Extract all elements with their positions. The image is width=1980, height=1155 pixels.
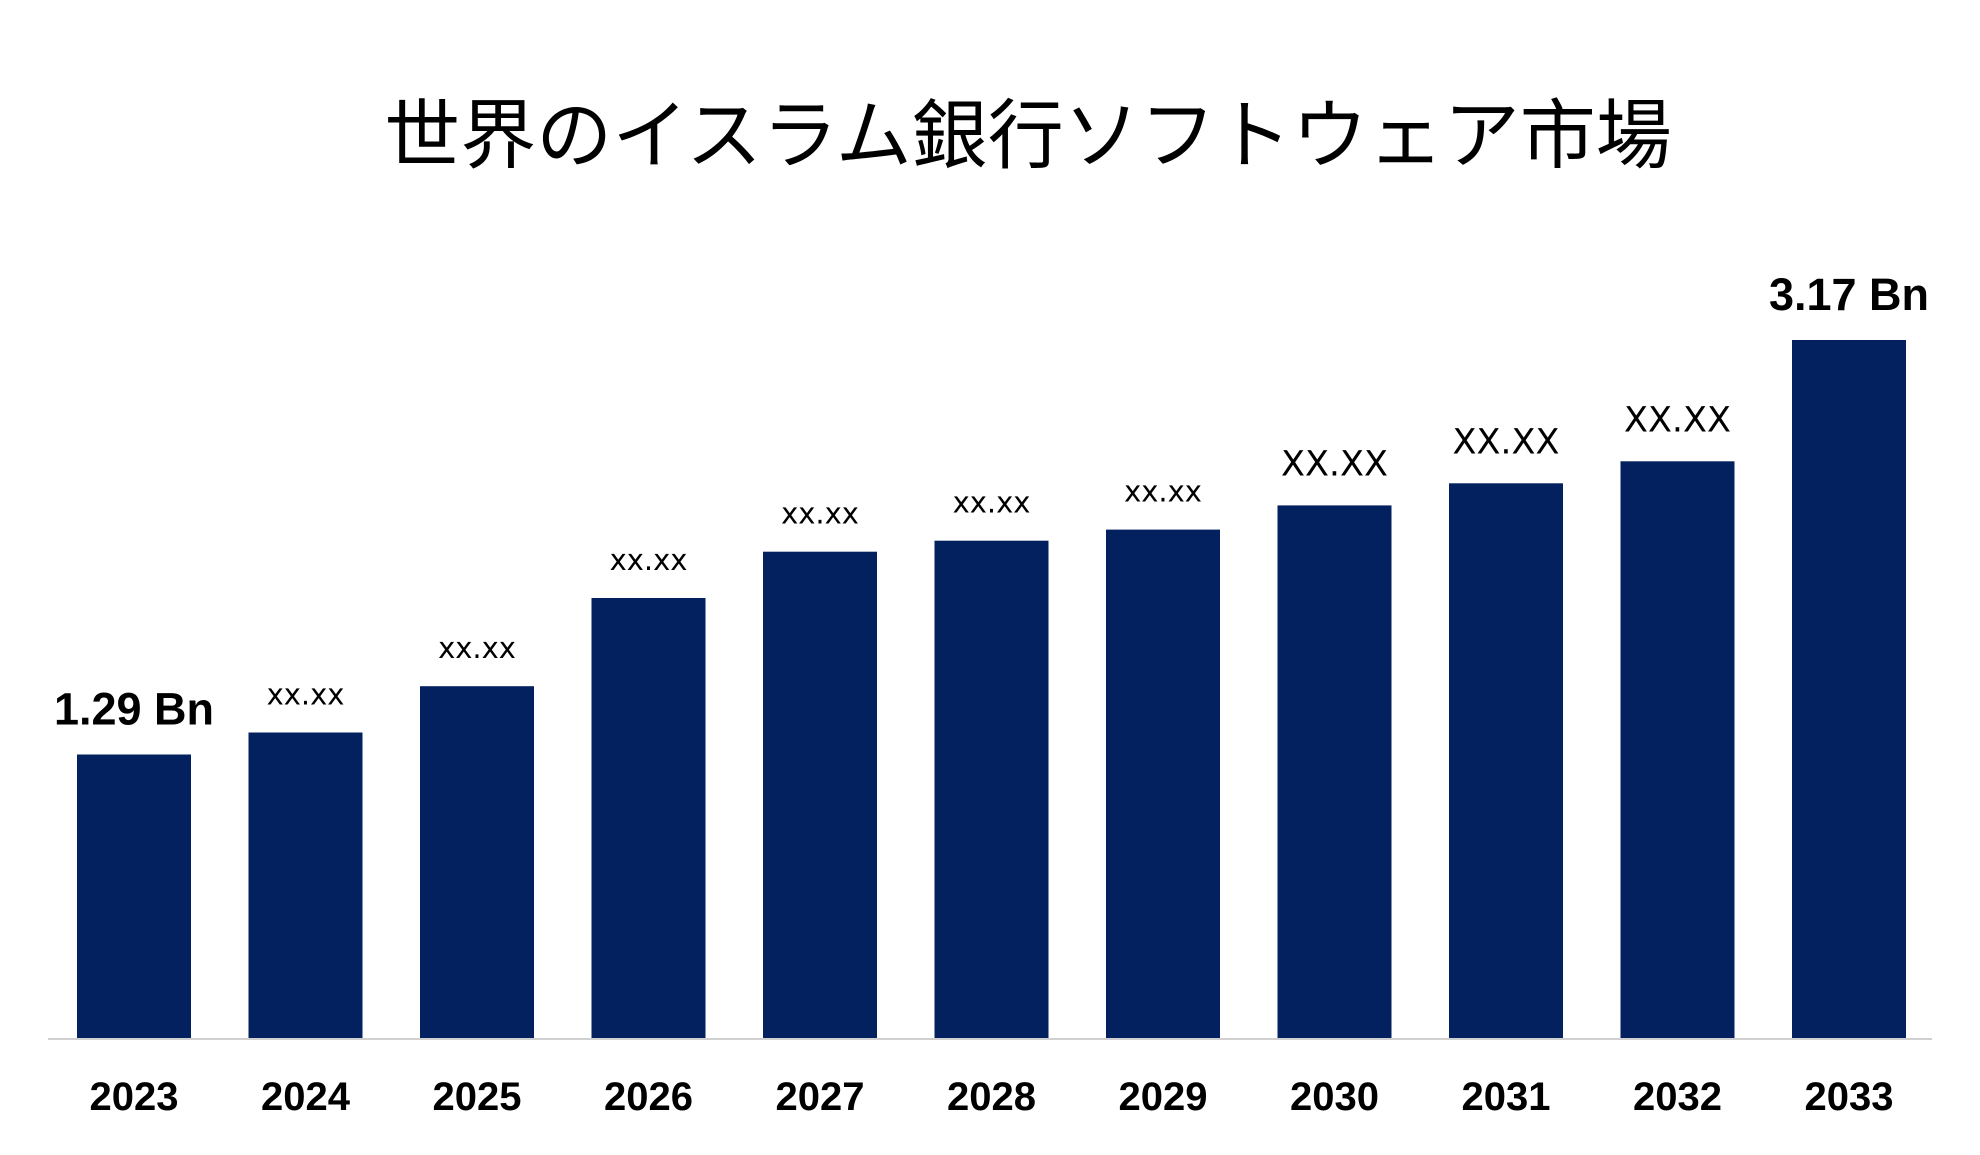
bar-2024 (248, 732, 363, 1039)
year-label-2027: 2027 (776, 1075, 865, 1119)
bar-2029 (1106, 529, 1220, 1039)
year-label-2031: 2031 (1462, 1075, 1551, 1119)
value-label-2028: xx.xx (953, 486, 1031, 520)
value-label-2033: 3.17 Bn (1769, 269, 1929, 320)
year-label-2025: 2025 (433, 1075, 522, 1119)
value-label-2031: XX.XX (1452, 422, 1559, 462)
bar-2026 (591, 598, 706, 1039)
value-label-2025: xx.xx (438, 631, 516, 665)
year-label-2028: 2028 (947, 1075, 1036, 1119)
year-label-2029: 2029 (1119, 1075, 1208, 1119)
year-label-2032: 2032 (1633, 1075, 1722, 1119)
bar-2033 (1792, 340, 1906, 1039)
bar-2031 (1449, 483, 1563, 1039)
bar-2027 (763, 551, 877, 1039)
year-label-2024: 2024 (261, 1075, 351, 1119)
bar-2023 (77, 754, 191, 1039)
bar-2032 (1620, 461, 1735, 1039)
value-label-2027: xx.xx (781, 497, 859, 531)
value-label-2024: xx.xx (267, 678, 345, 712)
value-labels-group: 1.29 Bn xx.xx xx.xx xx.xx xx.xx xx.xx xx.xx XX.… (54, 269, 1929, 735)
value-label-2026: xx.xx (610, 543, 688, 577)
value-label-2023: 1.29 Bn (54, 684, 214, 735)
value-label-2032: XX.XX (1624, 400, 1731, 440)
year-labels-group: 2023 2024 2025 2026 2027 2028 2029 2030 2031 2032… (90, 1075, 1894, 1119)
value-label-2029: xx.xx (1124, 475, 1202, 509)
value-label-2030: XX.XX (1281, 444, 1388, 484)
bar-2030 (1277, 505, 1392, 1039)
bar-2025 (420, 686, 534, 1039)
year-label-2026: 2026 (604, 1075, 693, 1119)
bar-2028 (934, 540, 1049, 1039)
chart-title: 世界のイスラム銀行ソフトウェア市場 (384, 91, 1671, 180)
year-label-2033: 2033 (1805, 1075, 1894, 1119)
bars-group (77, 340, 1906, 1039)
year-label-2030: 2030 (1290, 1075, 1379, 1119)
year-label-2023: 2023 (90, 1075, 179, 1119)
